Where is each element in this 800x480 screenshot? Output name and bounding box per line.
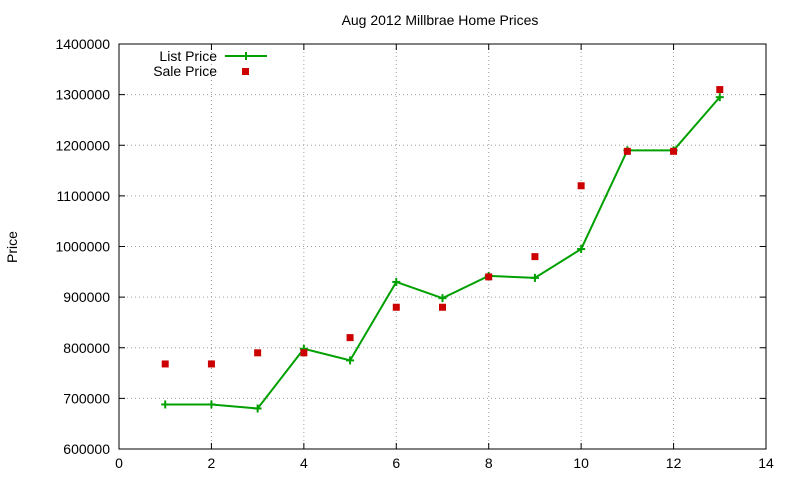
y-tick-label: 1000000 — [55, 239, 110, 255]
list-price-point — [530, 273, 539, 282]
sale-price-point — [392, 303, 400, 311]
y-tick-label: 600000 — [63, 441, 110, 457]
x-tick-labels: 0 2 4 6 8 10 12 14 — [115, 455, 774, 471]
y-tick-label: 1400000 — [55, 36, 110, 52]
sale-price-point — [300, 349, 308, 357]
list-price-point — [577, 245, 586, 254]
y-tick-label: 1100000 — [57, 188, 111, 204]
list-price-point — [715, 93, 724, 102]
x-tick-label: 2 — [208, 455, 216, 471]
sale-price-point — [207, 360, 215, 368]
list-price-point — [346, 356, 355, 365]
list-price-line — [165, 96, 721, 410]
sale-price-point — [346, 334, 354, 342]
y-tick-label: 700000 — [63, 390, 110, 406]
sale-price-point — [670, 147, 678, 155]
sale-price-point — [485, 273, 493, 281]
grid — [119, 44, 766, 449]
y-tick-label: 800000 — [63, 340, 110, 356]
list-price-point — [161, 400, 170, 409]
sale-price-point — [577, 182, 585, 190]
legend-label-sale-price: Sale Price — [153, 63, 217, 79]
legend: List Price Sale Price — [153, 48, 267, 79]
sale-price-point — [254, 349, 262, 357]
legend-label-list-price: List Price — [159, 48, 217, 64]
y-axis-label: Price — [4, 231, 20, 263]
legend-swatch-sale-price — [242, 68, 249, 75]
list-price-point — [207, 400, 216, 409]
list-price-point — [438, 294, 447, 303]
x-tick-label: 14 — [758, 455, 774, 471]
series — [161, 86, 724, 413]
legend-marker-list-price — [242, 52, 250, 60]
y-tick-labels: 600000 700000 800000 900000 1000000 1100000 12… — [55, 36, 110, 457]
sale-price-point — [531, 253, 539, 261]
x-tick-label: 12 — [666, 455, 682, 471]
sale-price-point — [439, 303, 446, 311]
plot-frame — [118, 43, 767, 450]
x-tick-label: 8 — [485, 455, 493, 471]
list-price-point — [392, 277, 401, 286]
y-tick-label: 900000 — [63, 289, 110, 305]
chart-title: Aug 2012 Millbrae Home Prices — [342, 12, 539, 28]
y-tick-label: 1300000 — [55, 87, 110, 103]
legend-plus-marker — [242, 52, 250, 60]
axis-ticks — [118, 43, 767, 450]
y-tick-label: 1200000 — [55, 137, 110, 153]
sale-price-point — [623, 147, 631, 155]
x-tick-label: 0 — [115, 455, 123, 471]
sale-price-point — [716, 86, 724, 94]
x-tick-label: 10 — [573, 455, 589, 471]
list-price-point — [253, 404, 262, 413]
sale-price-point — [161, 360, 169, 368]
x-tick-label: 4 — [300, 455, 308, 471]
x-tick-label: 6 — [392, 455, 400, 471]
